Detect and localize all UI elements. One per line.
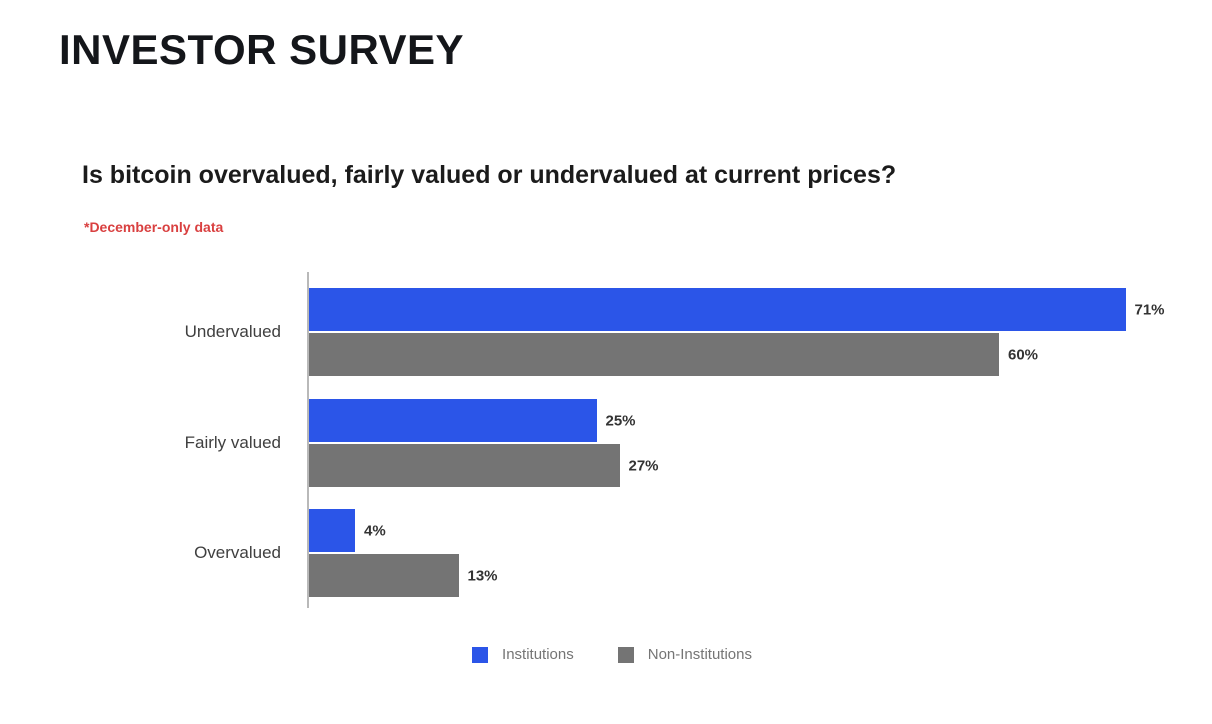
bar-non-institutions: 60% (309, 333, 1038, 376)
category-label: Undervalued (184, 322, 281, 341)
legend-label: Non-Institutions (647, 646, 752, 663)
chart-footnote: *December-only data (84, 219, 224, 235)
bar-non-institutions: 27% (309, 444, 659, 487)
legend-swatch-icon (472, 646, 489, 663)
value-label: 13% (467, 567, 498, 584)
bar-institutions: 25% (309, 399, 636, 442)
bar-institutions: 4% (309, 509, 386, 552)
legend-item: Institutions (472, 646, 574, 663)
legend-item: Non-Institutions (617, 646, 752, 663)
value-label: 4% (364, 522, 386, 539)
chart-title: Is bitcoin overvalued, fairly valued or … (82, 161, 897, 189)
bar-institutions: 71% (309, 288, 1165, 331)
value-label: 25% (605, 412, 636, 429)
bar-chart-plot-area: Undervalued 71% 60% Fairly valued 25% 27% Over… (185, 272, 1192, 608)
bar-group: Overvalued 4% 13% (194, 509, 1192, 597)
bar-non-institutions: 13% (309, 554, 498, 597)
legend-swatch-icon (617, 646, 634, 663)
chart-legend: Institutions Non-Institutions (82, 646, 1142, 663)
value-label: 60% (1008, 346, 1039, 363)
bar-group: Undervalued 71% 60% (185, 288, 1192, 376)
category-label: Fairly valued (184, 433, 281, 452)
category-label: Overvalued (194, 543, 281, 562)
bar-group: Fairly valued 25% 27% (185, 399, 1192, 487)
legend-label: Institutions (502, 646, 574, 663)
value-label: 71% (1134, 301, 1165, 318)
page-title: INVESTOR SURVEY (59, 26, 465, 73)
value-label: 27% (628, 457, 659, 474)
